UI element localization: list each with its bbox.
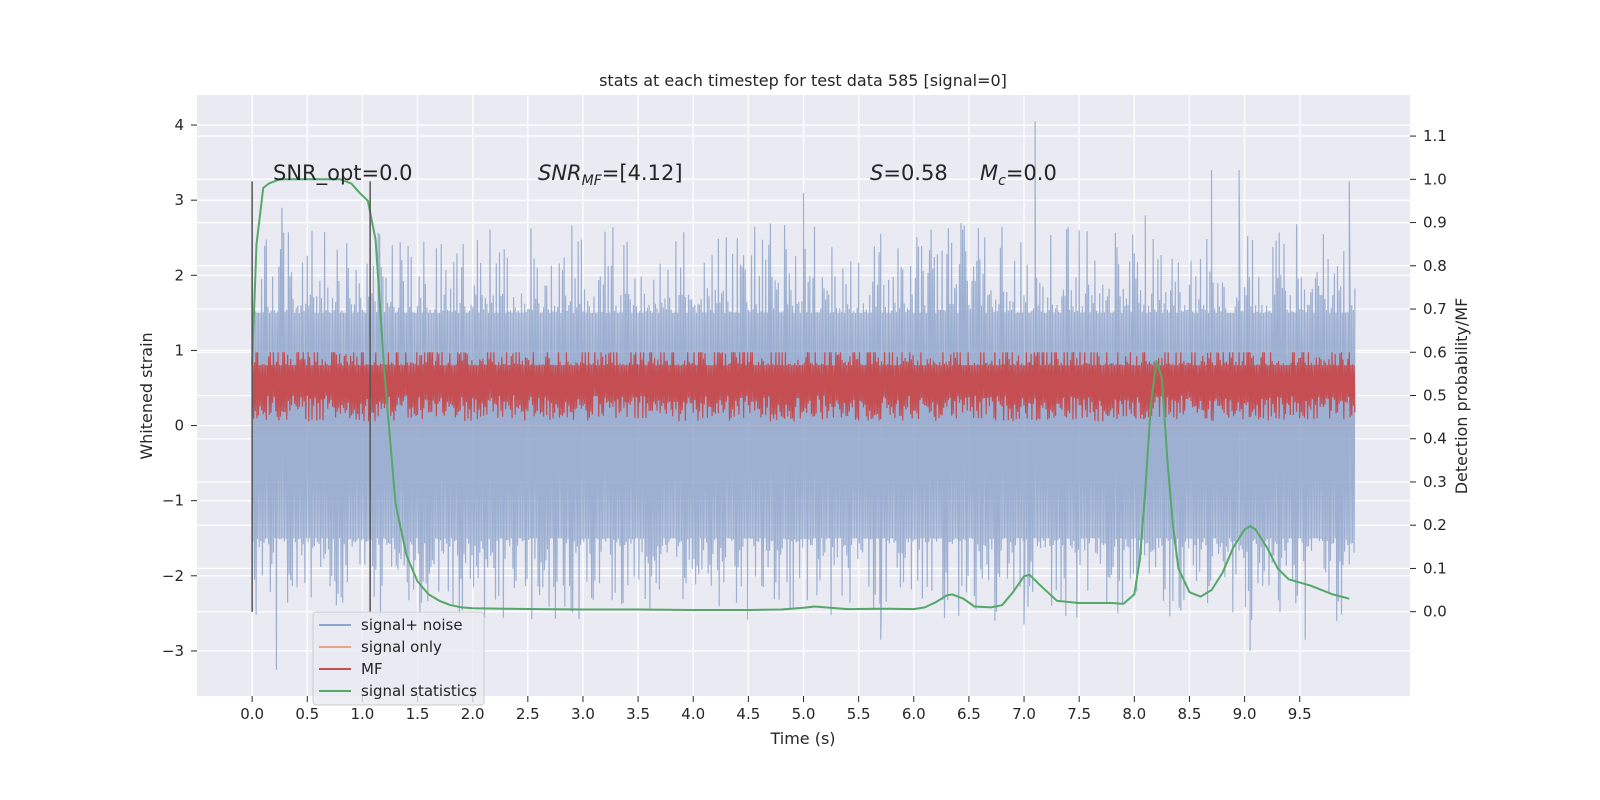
y-axis: −3 −2 −1 0 1 2 3 4 [162, 116, 197, 660]
y2-axis-label: Detection probability/MF [1452, 298, 1471, 495]
y-tick-label: −1 [162, 492, 184, 510]
x-tick-label: 9.5 [1288, 705, 1312, 723]
y2-tick-label: 0.6 [1423, 343, 1447, 361]
annotation-snr-mf-base: SNR [538, 161, 582, 185]
y2-tick-label: 0.0 [1423, 603, 1447, 621]
x-tick-label: 5.0 [792, 705, 816, 723]
annotation-s: S=0.58 [870, 161, 948, 185]
series-mf [251, 352, 1356, 422]
y-tick-label: −3 [162, 642, 184, 660]
y2-tick-label: 0.3 [1423, 473, 1447, 491]
y2-tick-label: 0.5 [1423, 387, 1447, 405]
x-tick-label: 4.5 [736, 705, 760, 723]
x-tick-label: 8.5 [1178, 705, 1202, 723]
annotation-s-var: S [870, 161, 883, 185]
legend: signal+ noise signal only MF signal stat… [312, 611, 485, 706]
y2-axis: 0.0 0.1 0.2 0.3 0.4 0.5 0.6 0.7 0.8 0.9 1.0 1.1 [1410, 127, 1447, 621]
x-tick-label: 2.5 [516, 705, 540, 723]
x-axis-label: Time (s) [769, 729, 835, 748]
series-signal-noise [251, 121, 1356, 670]
annotation-mc-sub: c [998, 173, 1006, 189]
y2-tick-label: 0.9 [1423, 214, 1447, 232]
y-tick-label: −2 [162, 567, 184, 585]
x-tick-label: 4.0 [681, 705, 705, 723]
y-tick-label: 4 [174, 116, 184, 134]
y2-tick-label: 0.4 [1423, 430, 1447, 448]
y2-tick-label: 0.7 [1423, 300, 1447, 318]
y-tick-label: 2 [174, 266, 184, 284]
x-tick-label: 0.5 [295, 705, 319, 723]
x-tick-label: 6.0 [902, 705, 926, 723]
legend-label-stats: signal statistics [361, 682, 477, 700]
x-tick-label: 3.5 [626, 705, 650, 723]
x-tick-label: 8.0 [1122, 705, 1146, 723]
x-tick-label: 2.0 [461, 705, 485, 723]
y-tick-label: 1 [174, 341, 184, 359]
y2-tick-label: 0.8 [1423, 257, 1447, 275]
y2-tick-label: 0.2 [1423, 516, 1447, 534]
y-axis-label: Whitened strain [137, 332, 156, 459]
series-layer [251, 121, 1356, 670]
y2-tick-label: 0.1 [1423, 559, 1447, 577]
x-tick-label: 6.5 [957, 705, 981, 723]
annotation-snr-mf-value: =[4.12] [602, 161, 683, 185]
annotation-snr-mf: SNRMF=[4.12] [538, 161, 683, 189]
annotation-snr-mf-sub: MF [582, 173, 603, 189]
x-axis: 0.0 0.5 1.0 1.5 2.0 2.5 3.0 3.5 4.0 4.5 5.0 5.5 6.0 6… [240, 696, 1312, 723]
x-tick-label: 1.5 [406, 705, 430, 723]
annotation-s-value: =0.58 [883, 161, 947, 185]
annotation-mc-var: M [980, 161, 998, 185]
x-tick-label: 0.0 [240, 705, 264, 723]
x-tick-label: 9.0 [1233, 705, 1257, 723]
annotation-mc: Mc=0.0 [980, 161, 1057, 189]
x-tick-label: 5.5 [847, 705, 871, 723]
y-tick-label: 3 [174, 191, 184, 209]
vlines [251, 181, 371, 612]
x-tick-label: 7.0 [1012, 705, 1036, 723]
legend-box [312, 611, 485, 706]
annotation-mc-value: =0.0 [1006, 161, 1057, 185]
x-tick-label: 3.0 [571, 705, 595, 723]
chart-title: stats at each timestep for test data 585… [599, 71, 1007, 90]
series-signal-statistics [251, 178, 1350, 611]
legend-label-mf: MF [361, 660, 383, 678]
x-tick-label: 7.5 [1067, 705, 1091, 723]
annotation-snr-opt: SNR_opt=0.0 [273, 161, 413, 186]
y-tick-label: 0 [174, 417, 184, 435]
x-tick-label: 1.0 [350, 705, 374, 723]
legend-label-noise: signal+ noise [361, 616, 463, 634]
y2-tick-label: 1.0 [1423, 170, 1447, 188]
legend-label-signal: signal only [361, 638, 442, 656]
y2-tick-label: 1.1 [1423, 127, 1447, 145]
